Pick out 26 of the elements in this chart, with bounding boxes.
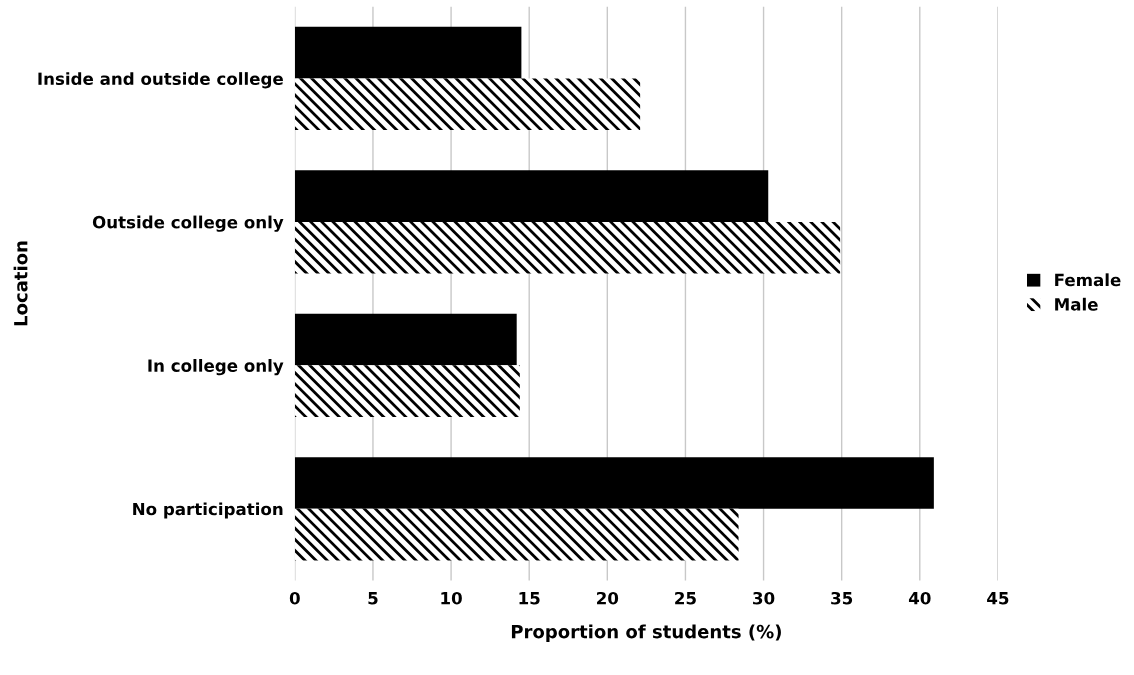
bar (294, 508, 739, 561)
x-tick-label: 0 (289, 591, 300, 605)
y-axis-title: Location (13, 241, 28, 326)
bar (294, 457, 934, 509)
x-tick-label: 30 (753, 591, 775, 605)
x-tick-label: 35 (831, 591, 853, 605)
bar (294, 26, 522, 79)
bar (294, 170, 769, 222)
x-tick-label: 20 (597, 591, 619, 605)
legend-label: Male (1055, 297, 1098, 311)
bar (294, 78, 641, 131)
x-tick-label: 10 (441, 591, 462, 605)
x-tick-label: 45 (987, 592, 1009, 605)
y-tick-label: In college only (148, 359, 284, 376)
x-axis-title: Proportion of students (%) (511, 624, 781, 642)
x-tick-label: 15 (519, 592, 540, 605)
y-tick-label: No participation (133, 502, 283, 519)
y-tick-label: Inside and outside college (38, 72, 283, 89)
bar (294, 365, 520, 417)
x-tick-label: 40 (908, 591, 931, 605)
y-tick-label: Outside college only (92, 215, 284, 232)
bar (294, 313, 517, 366)
bar (294, 221, 841, 274)
legend-label: Female (1055, 273, 1121, 287)
x-tick-label: 5 (368, 592, 378, 605)
x-tick-label: 25 (675, 591, 696, 605)
